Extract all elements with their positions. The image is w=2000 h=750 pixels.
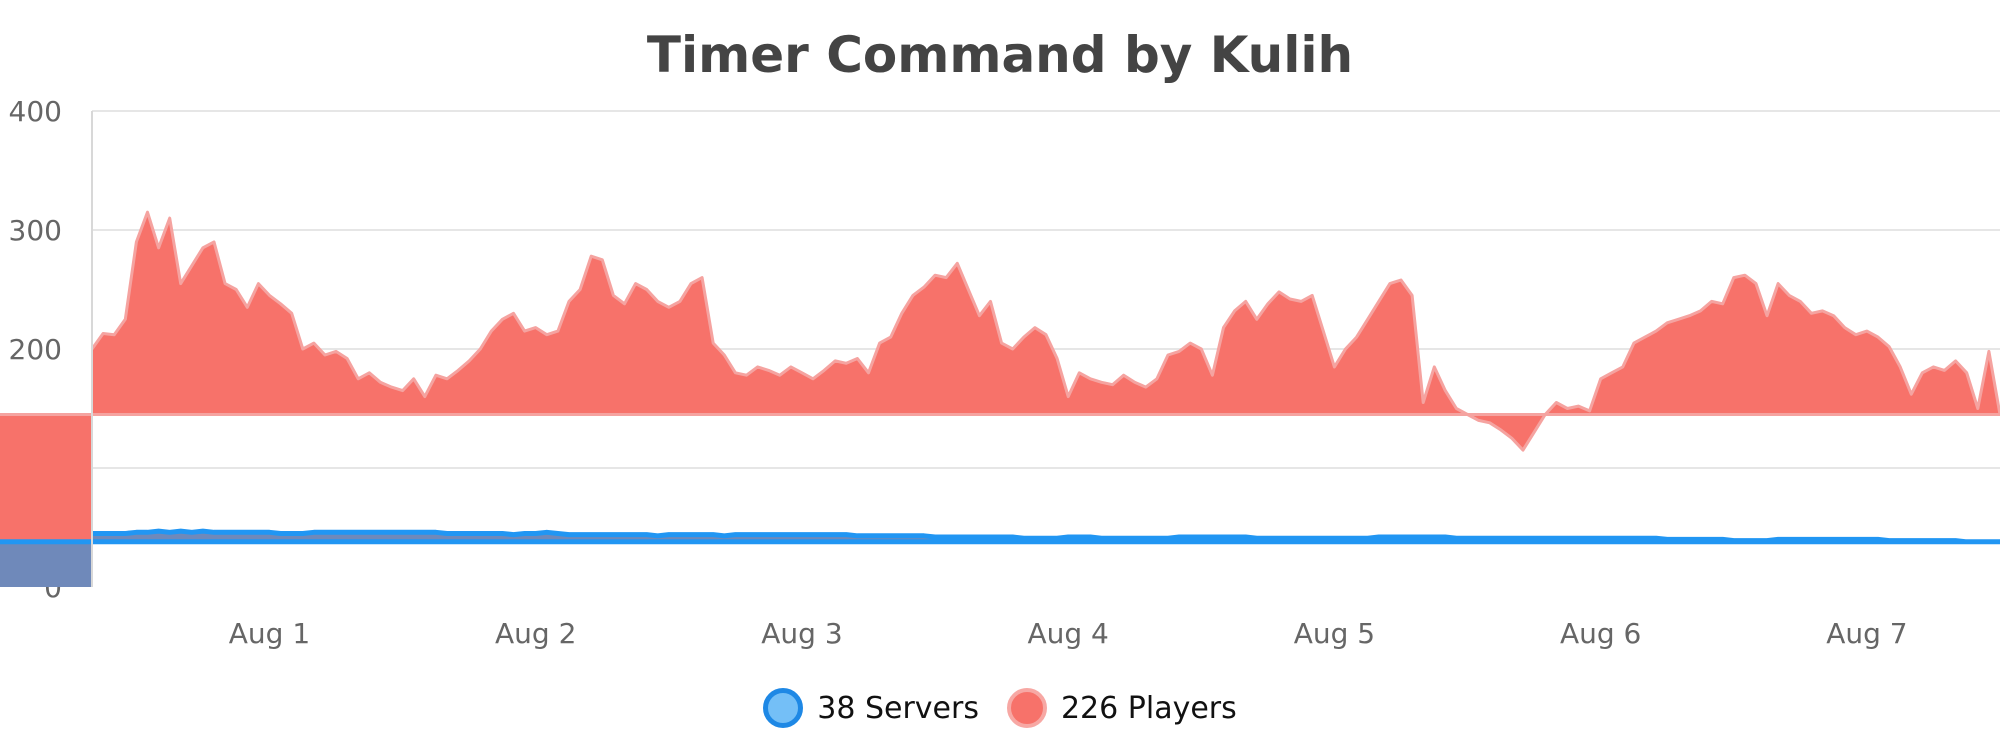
y-tick-label: 400 [9, 95, 62, 128]
x-tick-label: Aug 7 [1826, 617, 1907, 650]
legend: 38 Servers 226 Players [0, 688, 2000, 728]
series-areas [0, 212, 2000, 587]
legend-label-players: 226 Players [1060, 690, 1237, 726]
x-tick-label: Aug 4 [1027, 617, 1108, 650]
y-tick-label: 300 [9, 214, 62, 247]
x-tick-label: Aug 1 [229, 617, 310, 650]
servers-swatch-icon [763, 688, 804, 728]
chart-title: Timer Command by Kulih [646, 26, 1354, 84]
players-area [0, 212, 2000, 587]
x-tick-label: Aug 6 [1560, 617, 1641, 650]
x-tick-label: Aug 2 [495, 617, 576, 650]
players-swatch-icon [1006, 688, 1047, 728]
legend-label-servers: 38 Servers [817, 690, 979, 726]
legend-item-players[interactable]: 226 Players [1006, 688, 1237, 728]
x-tick-label: Aug 5 [1294, 617, 1375, 650]
x-axis-ticks: Aug 1 Aug 2 Aug 3 Aug 4 Aug 5 Aug 6 Aug 7 [229, 617, 1908, 650]
y-tick-label: 200 [9, 333, 62, 366]
x-tick-label: Aug 3 [761, 617, 842, 650]
legend-item-servers[interactable]: 38 Servers [763, 688, 979, 728]
